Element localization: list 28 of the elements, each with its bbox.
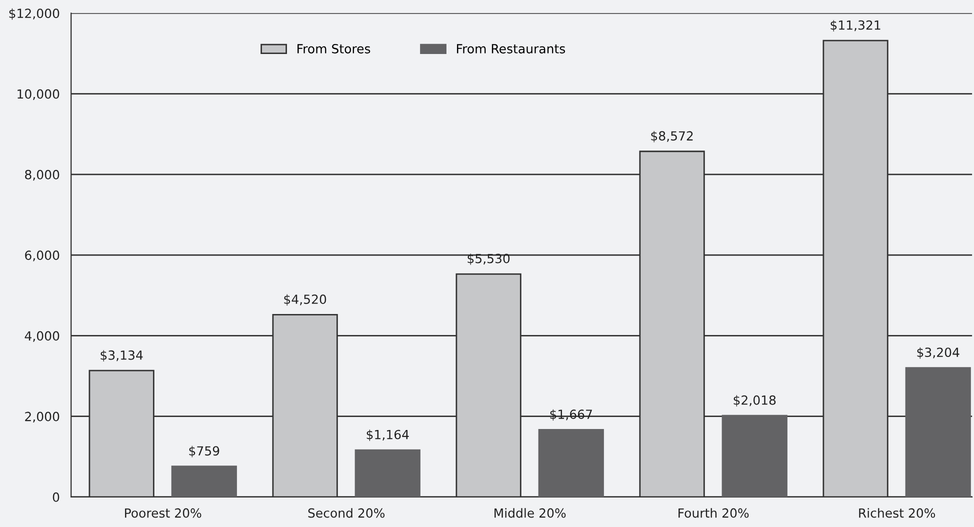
data-label: $5,530 (468, 254, 510, 265)
y-tick-label: 6,000 (25, 250, 60, 262)
x-tick-label: Middle 20% (494, 508, 566, 518)
x-tick-label: Second 20% (308, 508, 385, 518)
bar (538, 429, 604, 497)
y-tick-label: 8,000 (25, 170, 60, 181)
legend-label: From Stores (298, 44, 370, 54)
bar (905, 367, 971, 497)
y-tick-label: $12,000 (9, 8, 60, 20)
bar (171, 466, 237, 497)
bar (354, 449, 420, 497)
data-label: $2,018 (734, 395, 776, 407)
legend-label: From Restaurants (456, 44, 566, 54)
data-label: $8,572 (651, 130, 693, 142)
data-label: $3,204 (917, 347, 960, 359)
x-tick-label: Poorest 20% (125, 508, 202, 518)
y-tick-label: 2,000 (25, 412, 60, 423)
data-label: $759 (189, 446, 220, 458)
y-tick-label: 4,000 (24, 331, 60, 342)
data-label: $3,134 (100, 350, 143, 362)
bar (722, 414, 788, 497)
x-tick-label: Richest 20% (859, 508, 936, 518)
data-label: $4,520 (284, 294, 326, 306)
data-label: $11,321 (830, 20, 880, 32)
data-label: $1,164 (366, 430, 409, 441)
y-tick-label: 10,000 (18, 89, 60, 100)
x-tick-label: Fourth 20% (678, 508, 749, 518)
y-tick-label: 0 (52, 492, 60, 502)
